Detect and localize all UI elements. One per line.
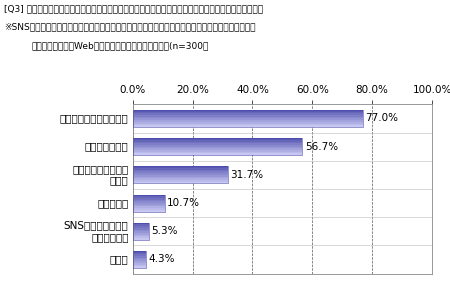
Bar [133,115,363,117]
Text: 31.7%: 31.7% [230,170,263,180]
Text: 4.3%: 4.3% [148,254,175,265]
Bar [133,138,302,155]
Bar [133,208,165,210]
Bar [133,177,228,178]
Text: 56.7%: 56.7% [305,142,338,152]
Bar [133,122,363,124]
Bar [133,256,146,258]
Bar [133,231,148,233]
Bar [133,223,148,240]
Bar [133,195,165,212]
Bar [133,120,363,122]
Bar [133,198,165,200]
Bar [133,140,302,142]
Bar [133,110,363,127]
Bar [133,233,148,235]
Bar [133,196,165,198]
Bar [133,152,302,153]
Bar [133,235,148,236]
Bar [133,200,165,201]
Bar [133,203,165,205]
Bar [133,168,228,170]
Bar [133,236,148,238]
Bar [133,206,165,208]
Text: [Q3] 金融商品に関する情報を収集する際に、インターネット上で参考にするものを全てお答え下さい。: [Q3] 金融商品に関する情報を収集する際に、インターネット上で参考にするものを… [4,4,264,13]
Bar [133,170,228,171]
Text: 10.7%: 10.7% [167,198,200,208]
Bar [133,195,165,196]
Text: 77.0%: 77.0% [365,113,399,124]
Bar [133,153,302,155]
Bar [133,145,302,147]
Bar [133,254,146,256]
Bar [133,175,228,177]
Bar [133,205,165,206]
Bar [133,125,363,127]
Bar [133,180,228,182]
Text: 5.3%: 5.3% [151,226,177,236]
Bar [133,124,363,125]
Bar [133,238,148,240]
Bar [133,266,146,268]
Bar [133,228,148,230]
Bar [133,210,165,212]
Bar [133,178,228,180]
Bar [133,261,146,263]
Bar [133,171,228,173]
Bar [133,112,363,113]
Bar [133,147,302,148]
Bar [133,166,228,183]
Bar [133,226,148,228]
Bar [133,259,146,261]
Bar [133,251,146,253]
Bar [133,150,302,152]
Bar [133,223,148,224]
Bar [133,263,146,265]
Text: コミュニティ型のWebサイトをさします（複数回答）(n=300）: コミュニティ型のWebサイトをさします（複数回答）(n=300） [32,41,209,50]
Bar [133,253,146,254]
Bar [133,224,148,226]
Bar [133,138,302,140]
Bar [133,251,146,268]
Bar [133,182,228,183]
Bar [133,201,165,203]
Bar [133,173,228,175]
Bar [133,258,146,259]
Bar [133,230,148,231]
Text: ※SNSとはソーシャルネットワークサービスのことで、人と人とのつながりを促進・サポートする、: ※SNSとはソーシャルネットワークサービスのことで、人と人とのつながりを促進・サ… [4,23,256,32]
Bar [133,142,302,143]
Bar [133,117,363,118]
Bar [133,143,302,145]
Bar [133,110,363,112]
Bar [133,118,363,120]
Bar [133,166,228,168]
Bar [133,265,146,266]
Bar [133,148,302,150]
Bar [133,113,363,115]
